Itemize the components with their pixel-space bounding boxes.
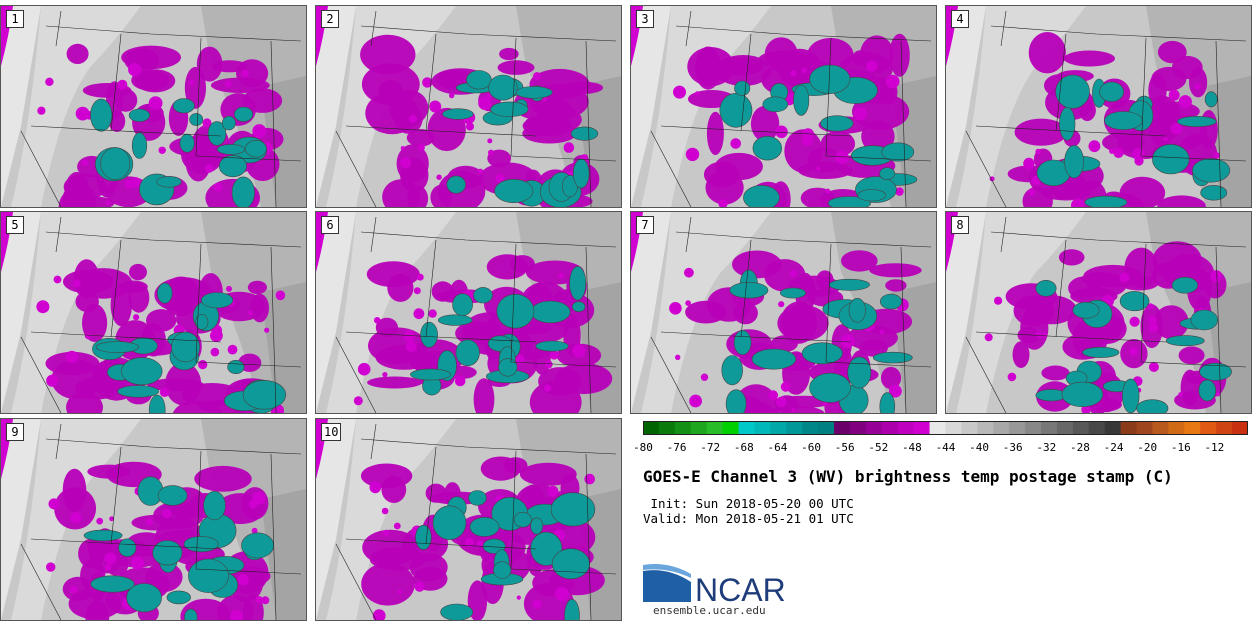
colorbar-segment — [945, 421, 962, 435]
stamp-number: 5 — [6, 216, 24, 234]
colorbar-segment — [1072, 421, 1090, 435]
colorbar-segment — [865, 421, 883, 435]
colorbar-segment — [738, 421, 755, 435]
colorbar-segment — [643, 421, 660, 435]
logo-text: NCAR — [695, 572, 786, 604]
satellite-map — [316, 6, 621, 207]
colorbar-segment — [834, 421, 851, 435]
colorbar-tick-label: -24 — [1103, 441, 1124, 454]
stamp-panel-4: 4 — [945, 5, 1252, 208]
colorbar-segment — [1041, 421, 1058, 435]
colorbar — [643, 421, 1248, 435]
colorbar-tick-label: -28 — [1070, 441, 1090, 454]
logo-swoosh-2 — [643, 570, 691, 602]
colorbar-segment — [818, 421, 835, 435]
colorbar-tick-label: -44 — [935, 441, 956, 454]
colorbar-tick-label: -36 — [1002, 441, 1023, 454]
colorbar-tick-label: -60 — [801, 441, 821, 454]
stamp-number: 10 — [321, 423, 342, 441]
colorbar-tick-label: -48 — [901, 441, 922, 454]
colorbar-segment — [770, 421, 787, 435]
satellite-map — [631, 6, 936, 207]
colorbar-segment — [1120, 421, 1138, 435]
stamp-number: 2 — [321, 10, 339, 28]
satellite-map — [1, 212, 306, 413]
colorbar-tick-label: -56 — [834, 441, 855, 454]
stamp-number: 3 — [636, 10, 654, 28]
colorbar-segment — [881, 421, 899, 435]
stamp-panel-10: 10 — [315, 418, 622, 621]
colorbar-segment — [786, 421, 803, 435]
valid-time: Valid: Mon 2018-05-21 01 UTC — [643, 511, 854, 526]
colorbar-segment — [754, 421, 771, 435]
stamp-panel-5: 5 — [0, 211, 307, 414]
colorbar-segment — [1056, 421, 1074, 435]
satellite-map — [631, 212, 936, 413]
stamp-number: 6 — [321, 216, 339, 234]
colorbar-tick-label: -76 — [666, 441, 687, 454]
colorbar-segment — [993, 421, 1010, 435]
stamp-number: 8 — [951, 216, 969, 234]
colorbar-segment — [1152, 421, 1169, 435]
stamp-number: 7 — [636, 216, 654, 234]
colorbar-segment — [1088, 421, 1106, 435]
colorbar-segment — [1136, 421, 1153, 435]
colorbar-segment — [961, 421, 978, 435]
colorbar-segment — [802, 421, 819, 435]
stamp-panel-7: 7 — [630, 211, 937, 414]
ncar-logo: NCAR — [643, 564, 786, 604]
stamp-panel-3: 3 — [630, 5, 937, 208]
colorbar-segment — [658, 421, 676, 435]
colorbar-segment — [690, 421, 708, 435]
colorbar-tick-label: -72 — [700, 441, 721, 454]
logo-url: ensemble.ucar.edu — [653, 604, 766, 617]
colorbar-segment — [849, 421, 867, 435]
colorbar-segment — [722, 421, 740, 435]
satellite-map — [1, 419, 306, 620]
colorbar-segment — [706, 421, 724, 435]
satellite-map — [1, 6, 306, 207]
stamp-panel-6: 6 — [315, 211, 622, 414]
chart-title: GOES-E Channel 3 (WV) brightness temp po… — [643, 467, 1173, 486]
colorbar-segment — [897, 421, 915, 435]
stamp-panel-8: 8 — [945, 211, 1252, 414]
colorbar-tick-label: -64 — [767, 441, 788, 454]
satellite-map — [316, 212, 621, 413]
stamp-number: 9 — [6, 423, 24, 441]
stamp-panel-1: 1 — [0, 5, 307, 208]
colorbar-segment — [1184, 421, 1201, 435]
colorbar-tick-label: -20 — [1137, 441, 1158, 454]
stamp-number: 4 — [951, 10, 969, 28]
colorbar-segment — [674, 421, 692, 435]
colorbar-segment — [1025, 421, 1042, 435]
satellite-map — [316, 419, 621, 620]
stamp-panel-2: 2 — [315, 5, 622, 208]
colorbar-tick-label: -80 — [633, 441, 653, 454]
colorbar-tick-label: -16 — [1170, 441, 1191, 454]
colorbar-tick-label: -40 — [969, 441, 990, 454]
colorbar-segment — [1104, 421, 1122, 435]
colorbar-segment — [929, 421, 946, 435]
stamp-number: 1 — [6, 10, 24, 28]
stamp-panel-9: 9 — [0, 418, 307, 621]
colorbar-segment — [1232, 421, 1248, 435]
colorbar-tick-label: -32 — [1036, 441, 1057, 454]
satellite-map — [946, 212, 1251, 413]
colorbar-tick-label: -68 — [733, 441, 754, 454]
colorbar-segment — [913, 421, 931, 435]
colorbar-segment — [1009, 421, 1026, 435]
colorbar-segment — [1200, 421, 1217, 435]
colorbar-tick-label: -12 — [1204, 441, 1225, 454]
logo-swoosh-1 — [643, 564, 691, 578]
init-time: Init: Sun 2018-05-20 00 UTC — [643, 496, 854, 511]
colorbar-segment — [1216, 421, 1233, 435]
colorbar-tick-label: -52 — [868, 441, 889, 454]
satellite-map — [946, 6, 1251, 207]
colorbar-segment — [1168, 421, 1185, 435]
colorbar-segment — [977, 421, 994, 435]
